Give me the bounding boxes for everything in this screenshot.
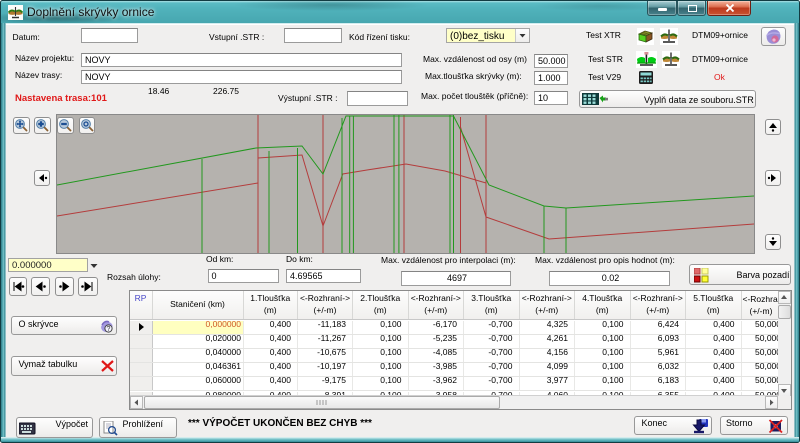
svg-text:?: ? [107,326,111,333]
